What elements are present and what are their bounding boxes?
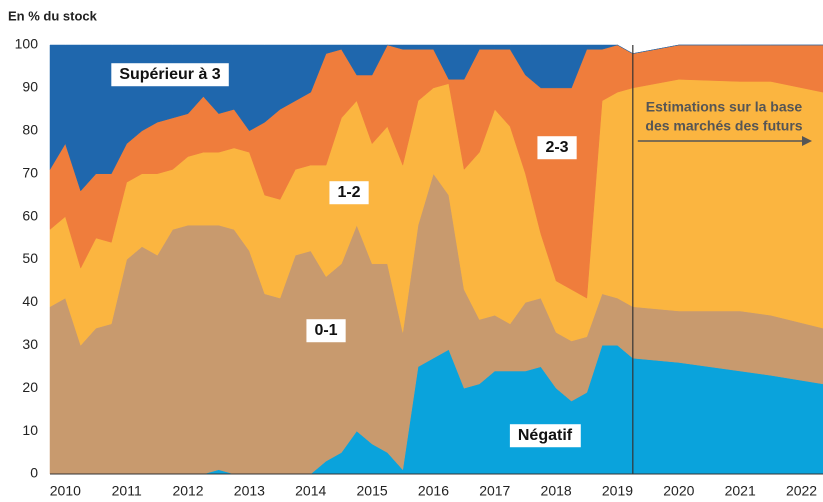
- x-tick-label: 2020: [663, 483, 694, 499]
- x-tick-label: 2016: [418, 483, 449, 499]
- series-label: 0-1: [306, 319, 346, 343]
- label-box: [509, 424, 581, 448]
- y-tick-label: 50: [22, 250, 38, 266]
- y-tick-label: 100: [15, 36, 39, 52]
- y-tick-label: 40: [22, 293, 38, 309]
- y-tick-label: 70: [22, 164, 38, 180]
- series-label-text: 0-1: [314, 322, 337, 339]
- series-label: 1-2: [329, 181, 369, 205]
- y-tick-label: 90: [22, 79, 38, 95]
- y-tick-label: 20: [22, 379, 38, 395]
- annotation-arrowhead: [802, 136, 812, 146]
- y-tick-label: 60: [22, 207, 38, 223]
- series-label: Négatif: [509, 424, 581, 448]
- y-tick-label: 0: [30, 465, 38, 481]
- annotation-text: Estimations sur la base: [646, 99, 803, 115]
- label-box: [306, 319, 346, 343]
- x-tick-label: 2010: [50, 483, 81, 499]
- x-tick-label: 2012: [172, 483, 203, 499]
- x-tick-label: 2015: [357, 483, 388, 499]
- x-tick-label: 2013: [234, 483, 265, 499]
- label-box: [111, 63, 229, 87]
- label-box: [537, 136, 577, 160]
- y-tick-label: 80: [22, 122, 38, 138]
- series-label: 2-3: [537, 136, 577, 160]
- x-tick-label: 2022: [786, 483, 817, 499]
- y-axis-title: En % du stock: [8, 8, 98, 23]
- series-label-text: 1-2: [337, 184, 360, 201]
- x-tick-label: 2017: [479, 483, 510, 499]
- label-box: [329, 181, 369, 205]
- series-label: Supérieur à 3: [111, 63, 229, 87]
- y-tick-label: 30: [22, 336, 38, 352]
- x-tick-label: 2021: [725, 483, 756, 499]
- x-tick-label: 2014: [295, 483, 326, 499]
- series-label-text: Négatif: [518, 427, 573, 444]
- x-tick-label: 2011: [112, 483, 142, 499]
- series-label-text: Supérieur à 3: [119, 66, 220, 83]
- annotation-text: des marchés des futurs: [645, 118, 802, 134]
- series-label-text: 2-3: [545, 139, 568, 156]
- y-tick-label: 10: [22, 422, 38, 438]
- area: [49, 44, 823, 192]
- x-tick-label: 2018: [541, 483, 572, 499]
- x-tick-label: 2019: [602, 483, 633, 499]
